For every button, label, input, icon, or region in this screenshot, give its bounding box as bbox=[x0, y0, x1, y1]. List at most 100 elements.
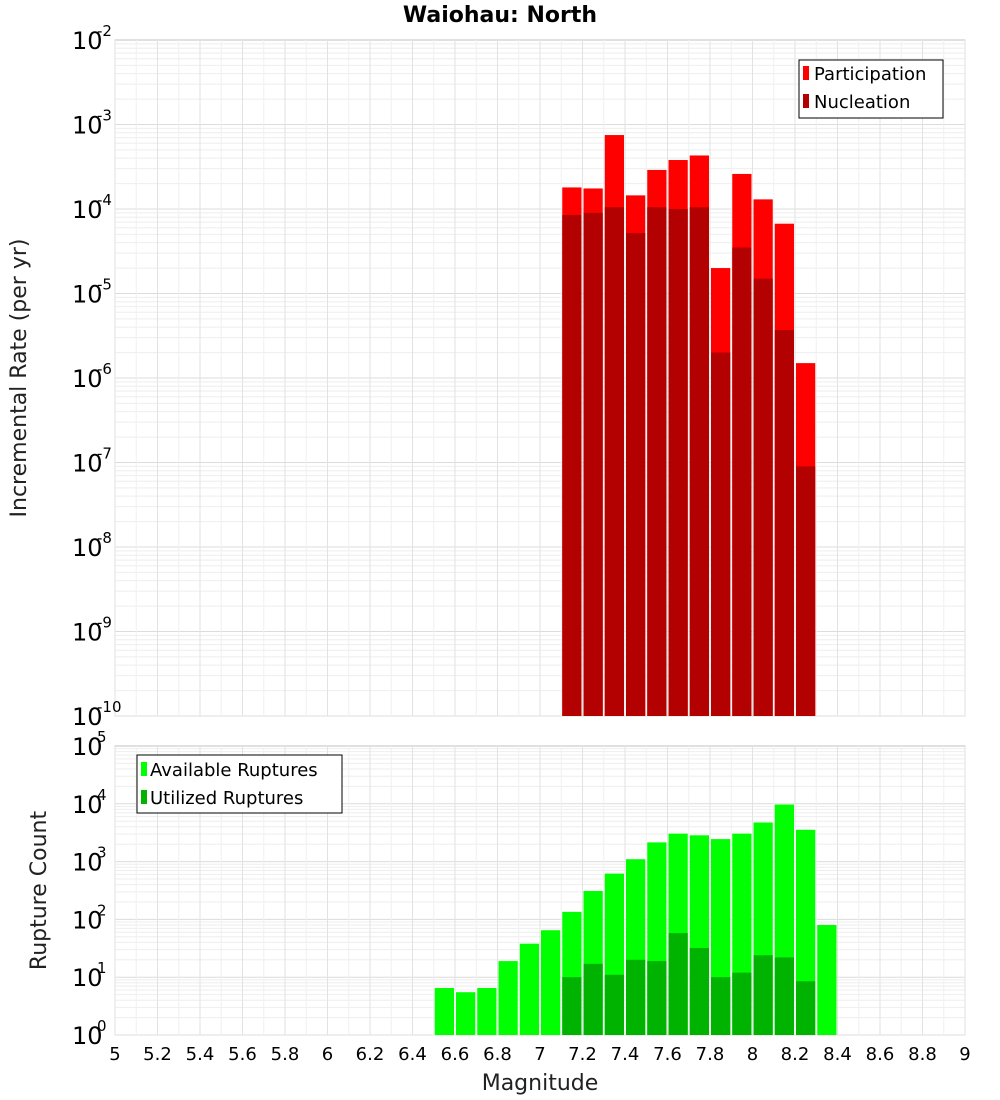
y-tick-label: 104 bbox=[72, 786, 107, 819]
x-tick-label: 5.6 bbox=[228, 1044, 257, 1065]
nucleation-bar bbox=[647, 207, 667, 716]
x-tick-label: 7.4 bbox=[611, 1044, 640, 1065]
top-y-axis-label: Incremental Rate (per yr) bbox=[7, 239, 32, 518]
x-tick-label: 5.8 bbox=[271, 1044, 300, 1065]
y-tick-exponent: -3 bbox=[97, 107, 112, 125]
top-legend-box bbox=[798, 59, 944, 119]
y-tick-label: 101 bbox=[72, 959, 107, 992]
legend-label-participation: Participation bbox=[814, 64, 926, 85]
x-ticks: 5 5.2 5.4 5.6 5.8 6 6.2 6.4 6.6 6.8 7 7.2 7.4 7.6 7.8 8… bbox=[109, 1044, 970, 1065]
x-tick-label: 9 bbox=[959, 1044, 970, 1065]
y-tick-base: 10 bbox=[72, 27, 103, 55]
x-tick-label: 6 bbox=[322, 1044, 333, 1065]
top-legend: Participation Nucleation bbox=[798, 59, 944, 119]
x-axis-label: Magnitude bbox=[482, 1071, 599, 1096]
legend-swatch-participation bbox=[803, 66, 809, 80]
utilized-ruptures-bar bbox=[796, 981, 816, 1035]
utilized-ruptures-bar bbox=[626, 959, 646, 1035]
chart-title: Waiohau: North bbox=[403, 3, 597, 28]
y-tick-exponent: -5 bbox=[97, 276, 112, 294]
utilized-ruptures-bar bbox=[732, 972, 752, 1035]
nucleation-bar bbox=[732, 247, 752, 716]
y-tick-exponent: 4 bbox=[97, 786, 107, 804]
nucleation-bar bbox=[668, 209, 688, 716]
available-ruptures-bar bbox=[498, 961, 518, 1035]
y-tick-label: 10-7 bbox=[72, 445, 112, 478]
legend-label-nucleation: Nucleation bbox=[814, 92, 910, 113]
nucleation-bar bbox=[753, 278, 773, 716]
y-tick-label: 10-8 bbox=[72, 529, 112, 562]
x-tick-label: 6.8 bbox=[483, 1044, 512, 1065]
x-tick-label: 8.2 bbox=[781, 1044, 810, 1065]
x-tick-label: 5 bbox=[109, 1044, 120, 1065]
y-tick-base: 10 bbox=[72, 964, 103, 992]
available-ruptures-bar bbox=[456, 992, 476, 1035]
utilized-ruptures-bar bbox=[774, 957, 794, 1035]
utilized-ruptures-bar bbox=[604, 974, 624, 1035]
top-bars bbox=[562, 135, 816, 717]
y-tick-exponent: -7 bbox=[97, 445, 112, 463]
bottom-legend: Available Ruptures Utilized Ruptures bbox=[136, 754, 343, 814]
utilized-ruptures-bar bbox=[583, 963, 603, 1035]
y-tick-exponent: 3 bbox=[97, 844, 107, 862]
utilized-ruptures-bar bbox=[647, 961, 667, 1035]
y-tick-base: 10 bbox=[72, 196, 103, 224]
legend-label-utilized: Utilized Ruptures bbox=[150, 788, 303, 809]
x-tick-label: 7.8 bbox=[696, 1044, 725, 1065]
y-tick-base: 10 bbox=[72, 112, 103, 140]
x-tick-label: 6.6 bbox=[441, 1044, 470, 1065]
nucleation-bar bbox=[796, 466, 816, 716]
legend-swatch-nucleation bbox=[803, 94, 809, 108]
y-tick-base: 10 bbox=[72, 534, 103, 562]
y-tick-exponent: 2 bbox=[97, 901, 107, 919]
available-ruptures-bar bbox=[519, 943, 539, 1035]
y-tick-label: 102 bbox=[72, 901, 107, 934]
y-tick-base: 10 bbox=[72, 733, 103, 761]
legend-swatch-utilized bbox=[141, 790, 147, 804]
nucleation-bar bbox=[689, 207, 709, 716]
y-tick-exponent: -4 bbox=[97, 191, 112, 209]
nucleation-bar bbox=[604, 207, 624, 716]
x-tick-label: 7.6 bbox=[653, 1044, 682, 1065]
y-tick-exponent: 5 bbox=[97, 728, 107, 746]
y-tick-exponent: 0 bbox=[97, 1017, 107, 1035]
y-tick-base: 10 bbox=[72, 849, 103, 877]
y-tick-base: 10 bbox=[72, 281, 103, 309]
y-tick-label: 10-5 bbox=[72, 276, 112, 309]
y-tick-label: 10-4 bbox=[72, 191, 112, 224]
bottom-bars bbox=[434, 804, 837, 1035]
utilized-ruptures-bar bbox=[562, 977, 582, 1035]
y-tick-base: 10 bbox=[72, 791, 103, 819]
y-tick-exponent: -2 bbox=[97, 22, 112, 40]
y-tick-exponent: -10 bbox=[97, 698, 122, 716]
y-tick-exponent: -8 bbox=[97, 529, 112, 547]
top-plot-panel: 10-210-310-410-510-610-710-810-910-10 In… bbox=[7, 22, 966, 731]
legend-swatch-available bbox=[141, 762, 147, 776]
top-gridlines bbox=[114, 40, 966, 717]
utilized-ruptures-bar bbox=[668, 933, 688, 1035]
y-tick-base: 10 bbox=[72, 619, 103, 647]
available-ruptures-bar bbox=[541, 930, 561, 1035]
utilized-ruptures-bar bbox=[711, 977, 731, 1035]
y-tick-label: 10-10 bbox=[72, 698, 122, 731]
nucleation-bar bbox=[711, 352, 731, 716]
y-tick-base: 10 bbox=[72, 1022, 103, 1050]
x-tick-label: 8 bbox=[747, 1044, 758, 1065]
y-tick-label: 10-2 bbox=[72, 22, 112, 55]
x-tick-label: 5.4 bbox=[186, 1044, 215, 1065]
y-tick-label: 10-3 bbox=[72, 107, 112, 140]
x-tick-label: 7.2 bbox=[568, 1044, 597, 1065]
y-tick-base: 10 bbox=[72, 365, 103, 393]
utilized-ruptures-bar bbox=[689, 948, 709, 1035]
x-tick-label: 6.4 bbox=[398, 1044, 427, 1065]
y-tick-label: 10-6 bbox=[72, 360, 112, 393]
y-tick-base: 10 bbox=[72, 450, 103, 478]
x-tick-label: 8.8 bbox=[908, 1044, 937, 1065]
nucleation-bar bbox=[774, 329, 794, 716]
y-tick-label: 103 bbox=[72, 844, 107, 877]
x-tick-label: 8.6 bbox=[866, 1044, 895, 1065]
y-tick-label: 105 bbox=[72, 728, 107, 761]
